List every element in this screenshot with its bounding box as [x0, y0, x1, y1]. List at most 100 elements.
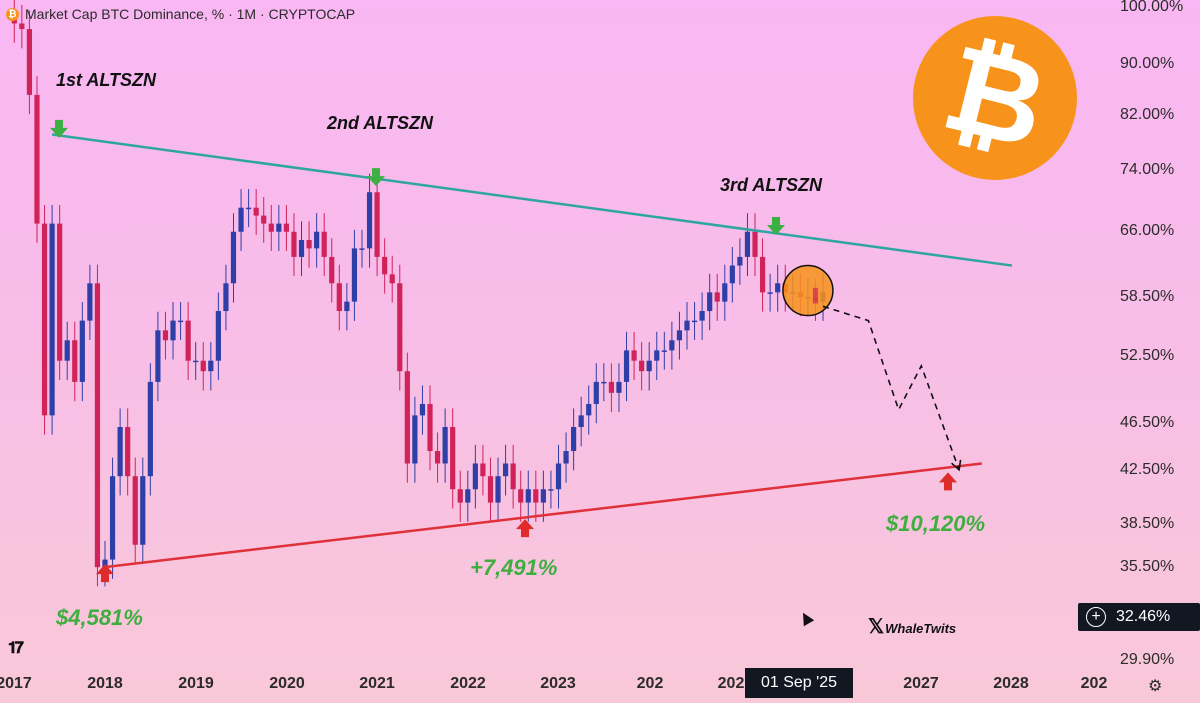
- candle-body: [669, 340, 675, 351]
- candle-body: [314, 231, 320, 249]
- x-tick: 2020: [269, 675, 305, 692]
- candle-body: [654, 350, 660, 361]
- x-tick: 202: [636, 675, 664, 692]
- candle-body: [329, 256, 335, 284]
- candle-body: [246, 207, 252, 210]
- x-tick: 202: [717, 675, 745, 692]
- candle-body: [722, 283, 728, 302]
- candle-body: [623, 350, 630, 382]
- candle-body: [215, 311, 221, 361]
- candle-body: [374, 192, 380, 257]
- y-tick: 46.50%: [1120, 414, 1175, 431]
- candle-body: [389, 274, 395, 284]
- candle-body: [351, 248, 358, 302]
- candle-body: [457, 489, 463, 503]
- candle-body: [737, 256, 743, 266]
- candle-body: [230, 231, 237, 284]
- candle-body: [775, 283, 781, 293]
- candle-body: [26, 29, 33, 95]
- red-up-arrow-icon: [939, 472, 957, 491]
- candle-body: [548, 489, 554, 491]
- candle-body: [306, 239, 312, 249]
- candle-body: [518, 489, 524, 503]
- candle-body: [487, 476, 494, 503]
- x-tick: 2023: [540, 675, 576, 692]
- candle-body: [707, 292, 713, 312]
- x-tick: 2019: [178, 675, 214, 692]
- gain-label-2018: $4,581%: [56, 605, 143, 630]
- candle-body: [812, 287, 819, 304]
- y-tick: 38.50%: [1120, 515, 1175, 532]
- x-logo-icon: 𝕏: [868, 616, 885, 638]
- candle-body: [223, 283, 229, 312]
- candle-body: [571, 427, 577, 452]
- candle-body: [563, 451, 569, 464]
- candle-body: [382, 256, 388, 275]
- candle-body: [366, 192, 373, 249]
- projection-arrowhead-icon: [951, 459, 962, 472]
- candle-body: [200, 360, 206, 372]
- current-price-tag[interactable]: + 32.46%: [1078, 603, 1200, 631]
- candle-body: [177, 320, 184, 323]
- candle-body: [729, 265, 735, 284]
- candle-body: [472, 463, 478, 490]
- candle-body: [132, 476, 138, 545]
- y-tick: 90.00%: [1120, 55, 1175, 72]
- chart-title: Market Cap BTC Dominance, % · 1M · CRYPT…: [25, 6, 356, 22]
- resistance-trendline: [51, 133, 1013, 267]
- candle-body: [616, 381, 622, 393]
- candle-body: [510, 463, 516, 490]
- candle-body: [19, 23, 25, 30]
- y-tick: 29.90%: [1120, 651, 1175, 668]
- candle-body: [752, 231, 758, 257]
- gain-label-2022: +7,491%: [470, 555, 558, 580]
- candle-body: [170, 320, 176, 341]
- candle-body: [767, 292, 773, 294]
- candle-body: [412, 415, 418, 464]
- candle-body: [495, 476, 501, 503]
- y-tick: 82.00%: [1120, 106, 1175, 123]
- candle-body: [578, 415, 584, 428]
- y-tick: 52.50%: [1120, 347, 1175, 364]
- x-tick: 2022: [450, 675, 486, 692]
- first-altszn-label: 1st ALTSZN: [56, 70, 157, 90]
- candle-body: [268, 223, 274, 232]
- y-tick: 42.50%: [1120, 461, 1175, 478]
- candle-body: [162, 330, 169, 341]
- candle-body: [661, 350, 667, 352]
- btc-coin-icon: ₿: [6, 7, 19, 21]
- candle-body: [261, 215, 267, 224]
- tradingview-logo-icon[interactable]: 𝟏𝟕: [8, 640, 24, 657]
- candle-body: [155, 330, 161, 382]
- candle-body: [321, 231, 327, 257]
- whaletwits-watermark: 𝕏WhaleTwits: [868, 614, 956, 639]
- add-alert-icon[interactable]: +: [1086, 607, 1106, 627]
- candle-body: [147, 381, 153, 477]
- candle-body: [125, 427, 131, 477]
- candle-body: [533, 489, 539, 503]
- candle-body: [34, 94, 40, 224]
- trendlines-group: [51, 133, 1013, 569]
- candle-body: [465, 489, 471, 503]
- bitcoin-logo-icon: ₿: [913, 16, 1077, 180]
- projection-group: [822, 305, 962, 472]
- candle-body: [291, 231, 297, 257]
- candle-body: [344, 301, 350, 312]
- candle-body: [744, 231, 751, 257]
- candle-body: [434, 451, 441, 464]
- price-chart[interactable]: [0, 0, 1110, 665]
- candle-body: [57, 223, 63, 361]
- candle-body: [714, 292, 720, 302]
- candle-body: [109, 476, 116, 560]
- candle-body: [404, 371, 410, 464]
- candle-body: [276, 223, 282, 232]
- candle-body: [555, 463, 562, 490]
- red-up-arrow-icon: [96, 564, 114, 583]
- support-trendline: [104, 462, 982, 569]
- projection-path: [822, 305, 960, 471]
- candle-body: [41, 223, 48, 416]
- candle-body: [397, 283, 403, 372]
- settings-gear-icon[interactable]: ⚙: [1148, 678, 1163, 695]
- y-tick: 35.50%: [1120, 558, 1175, 575]
